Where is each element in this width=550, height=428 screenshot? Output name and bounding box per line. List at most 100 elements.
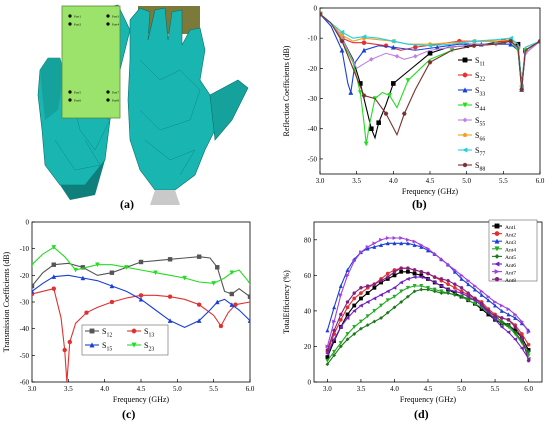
data-point <box>332 319 337 324</box>
x-tick-label: 6.0 <box>524 385 533 393</box>
y-tick-label: -50 <box>20 352 30 360</box>
data-point <box>365 246 370 251</box>
hands-model-figure: Port1 Port2 Port3 Port4 Port5 Port6 Port7 Port8 <box>37 4 249 205</box>
data-point <box>167 294 173 299</box>
data-point <box>345 267 350 272</box>
data-point <box>412 239 417 244</box>
y-axis-label: TotalEfficiency (%) <box>282 270 291 334</box>
y-tick-label: 60 <box>304 272 312 280</box>
data-point <box>369 126 374 132</box>
data-point <box>196 318 202 323</box>
data-point <box>513 325 518 329</box>
data-point <box>109 299 115 305</box>
data-point <box>399 269 404 274</box>
data-point <box>325 351 330 356</box>
x-tick-label: 3.0 <box>28 385 37 393</box>
data-point <box>73 267 78 273</box>
data-point <box>392 273 397 278</box>
data-point <box>427 50 433 56</box>
data-point <box>358 319 363 324</box>
data-point <box>462 102 468 108</box>
y-tick-label: 0 <box>26 219 30 227</box>
data-point <box>419 243 424 248</box>
data-point <box>412 268 417 272</box>
legend: S11 S22 S33 S44 S55 S66 S77 S88 <box>458 56 485 172</box>
data-point <box>494 231 500 236</box>
data-point <box>399 289 404 294</box>
data-point <box>365 244 370 249</box>
caption-b: (b) <box>412 197 427 211</box>
data-point <box>338 344 343 349</box>
data-point <box>493 299 498 305</box>
data-point <box>513 337 518 342</box>
data-point <box>348 89 354 95</box>
data-point <box>80 275 86 281</box>
data-point <box>462 162 468 168</box>
data-point <box>399 266 404 270</box>
x-tick-label: 5.0 <box>462 177 471 185</box>
data-point <box>338 324 343 329</box>
data-point <box>486 298 491 303</box>
port-dot <box>106 14 110 18</box>
data-point <box>352 291 357 295</box>
data-point <box>32 288 35 294</box>
right-hand <box>127 6 249 205</box>
data-point <box>494 253 500 259</box>
series-line <box>32 246 250 284</box>
legend-label: S12 <box>102 327 112 339</box>
data-point <box>399 235 404 241</box>
data-point <box>392 305 397 310</box>
data-point <box>391 81 396 86</box>
data-point <box>352 259 357 264</box>
port-dot <box>106 22 110 26</box>
data-point <box>372 296 377 301</box>
caption-d: (d) <box>414 407 429 421</box>
legend-label: Ant1 <box>505 225 516 231</box>
plot-frame <box>319 7 541 175</box>
data-point <box>361 93 367 98</box>
data-point <box>357 90 363 96</box>
data-point <box>471 43 477 48</box>
data-point <box>345 337 350 342</box>
legend: S12 S13 S15 S23 <box>81 324 169 356</box>
data-point <box>526 342 531 347</box>
legend-label: S33 <box>475 86 485 98</box>
data-point <box>405 237 411 242</box>
x-tick-label: 6.0 <box>536 177 545 185</box>
data-point <box>138 296 144 302</box>
data-point <box>359 250 364 255</box>
data-point <box>479 292 484 297</box>
legend-label: Ant4 <box>505 248 516 254</box>
data-point <box>379 278 383 283</box>
data-point <box>325 344 330 349</box>
data-point <box>446 291 451 296</box>
data-point <box>361 34 367 40</box>
x-tick-label: 4.0 <box>390 385 399 393</box>
y-tick-label: -50 <box>308 155 318 163</box>
legend-box <box>81 324 169 356</box>
data-point <box>412 289 417 294</box>
data-point <box>32 283 35 289</box>
data-point <box>506 318 511 322</box>
data-point <box>247 281 250 286</box>
data-point <box>338 283 343 288</box>
x-tick-label: 3.5 <box>352 177 361 185</box>
data-point <box>466 278 471 283</box>
data-point <box>392 285 397 290</box>
data-point <box>378 292 383 297</box>
data-point <box>466 294 471 299</box>
x-tick-label: 4.5 <box>424 385 433 393</box>
data-point <box>383 43 389 49</box>
data-point <box>432 289 437 294</box>
data-point <box>379 242 384 248</box>
data-point <box>385 310 390 315</box>
legend-label: Ant7 <box>505 270 516 276</box>
series-line <box>32 256 250 298</box>
y-tick-label: 20 <box>304 343 312 351</box>
data-point <box>153 270 158 276</box>
data-point <box>439 257 444 262</box>
data-point <box>426 246 431 251</box>
x-axis-label: Frequency (GHz) <box>402 187 459 196</box>
data-point <box>519 346 524 351</box>
data-point <box>462 147 468 153</box>
